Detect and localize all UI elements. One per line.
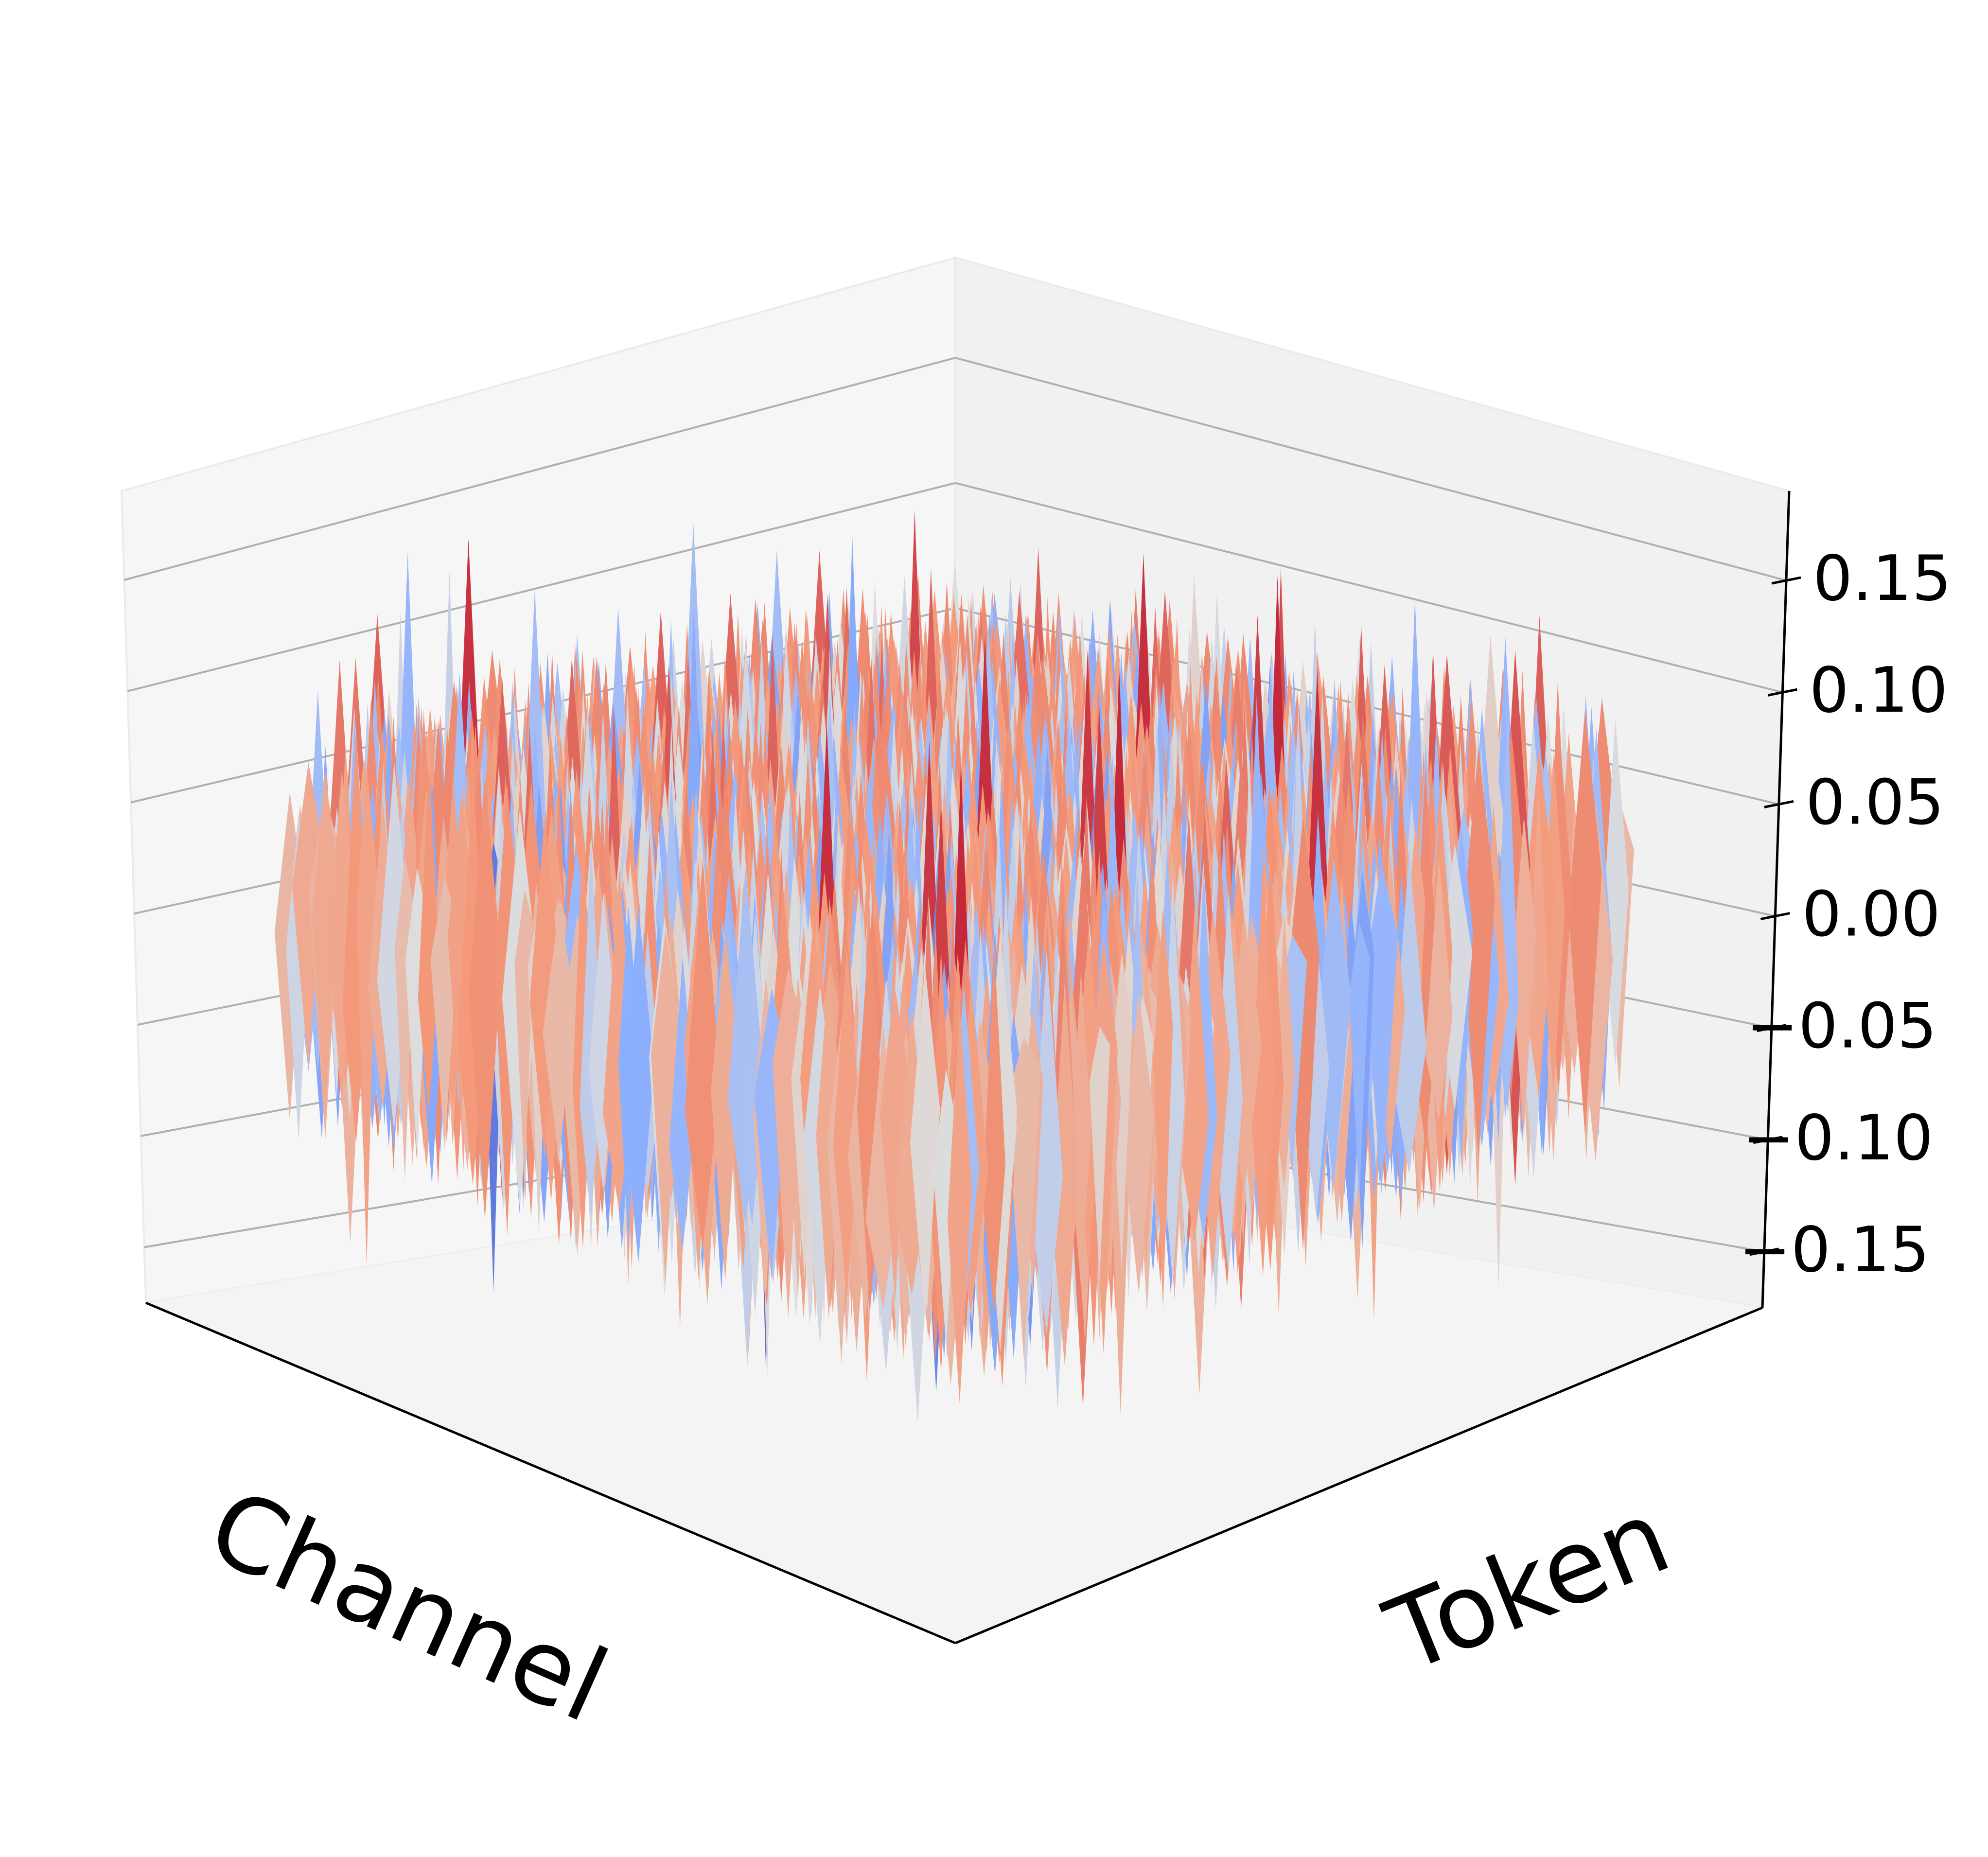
surface-facet (1111, 952, 1132, 1274)
z-gridline (955, 482, 1783, 694)
surface-facet (292, 762, 325, 1069)
z-tick-mark (1753, 1136, 1783, 1144)
surface-facet (1051, 979, 1079, 1366)
surface-facet (1153, 907, 1173, 1309)
surface-facet (1365, 863, 1398, 1194)
z-gridline (123, 357, 956, 581)
z-tick-label: 0.15 (1813, 543, 1952, 615)
channel-axis-line (145, 1301, 956, 1645)
surface-facet (328, 770, 356, 1108)
z-tick-label: 0.10 (1809, 654, 1948, 727)
surface-facet (418, 760, 440, 1114)
surface-facet (857, 930, 881, 1300)
surface-facet (1180, 905, 1209, 1242)
z-tick-label: −0.15 (1739, 1214, 1930, 1286)
surface-facet (651, 929, 680, 1285)
surface-facet (1124, 991, 1154, 1294)
surface-facet (1286, 817, 1319, 1251)
surface-facet (711, 931, 740, 1281)
token-axis-label: Token (1371, 1476, 1685, 1696)
surface-facet (1528, 786, 1548, 1092)
surface-facet (669, 956, 696, 1252)
surface-facet (1392, 852, 1426, 1174)
z-tick-label: 0.05 (1806, 766, 1944, 839)
token-axis-line (955, 1306, 1763, 1645)
z-tick-mark (1760, 912, 1790, 920)
surface-facet (623, 906, 654, 1263)
z-tick-mark (1764, 800, 1794, 808)
channel-axis-label: Channel (193, 1467, 624, 1746)
surface-facet (1214, 892, 1243, 1273)
surface-facet (312, 769, 338, 1121)
z-axis-ticks: −0.15 −0.10 −0.05 0.00 0.05 0.10 0.15 (1739, 543, 1952, 1286)
z-gridline (955, 357, 1787, 582)
z-gridline (127, 482, 956, 692)
surface-facet (915, 991, 939, 1314)
z-tick-mark (1767, 688, 1797, 697)
surface-facet (685, 859, 721, 1249)
surface-facet (529, 817, 560, 1157)
z-tick-mark (1749, 1247, 1779, 1256)
z-axis-line (1761, 491, 1791, 1308)
surface-facet (1462, 747, 1495, 1157)
z-tick-label: 0.00 (1802, 878, 1940, 951)
surface-facet (1349, 922, 1370, 1201)
floor-pane (146, 1172, 1762, 1643)
z-tick-mark (1771, 576, 1801, 585)
surface-facet (1568, 709, 1602, 1135)
surface-facet (469, 775, 501, 1220)
surface-facet (1425, 858, 1453, 1121)
z-tick-label: −0.05 (1746, 990, 1937, 1063)
surface-facet (1512, 816, 1536, 1133)
surface-mesh (274, 509, 1634, 1422)
z-tick-label: −0.10 (1742, 1102, 1933, 1174)
surface-facet (1030, 949, 1063, 1335)
surface-facet (948, 1002, 972, 1404)
surface-facet (1251, 860, 1275, 1276)
surface-facet (1542, 753, 1565, 1092)
surface-facet (1303, 935, 1330, 1217)
surface-facet (880, 984, 909, 1288)
surface-facet (983, 944, 1005, 1314)
z-tick-mark (1757, 1024, 1787, 1033)
surface-facet (588, 892, 618, 1192)
surface-facet (1089, 1026, 1110, 1280)
surface-facet (543, 906, 576, 1159)
surface-facet (356, 765, 377, 1266)
surface-facet (833, 948, 861, 1300)
